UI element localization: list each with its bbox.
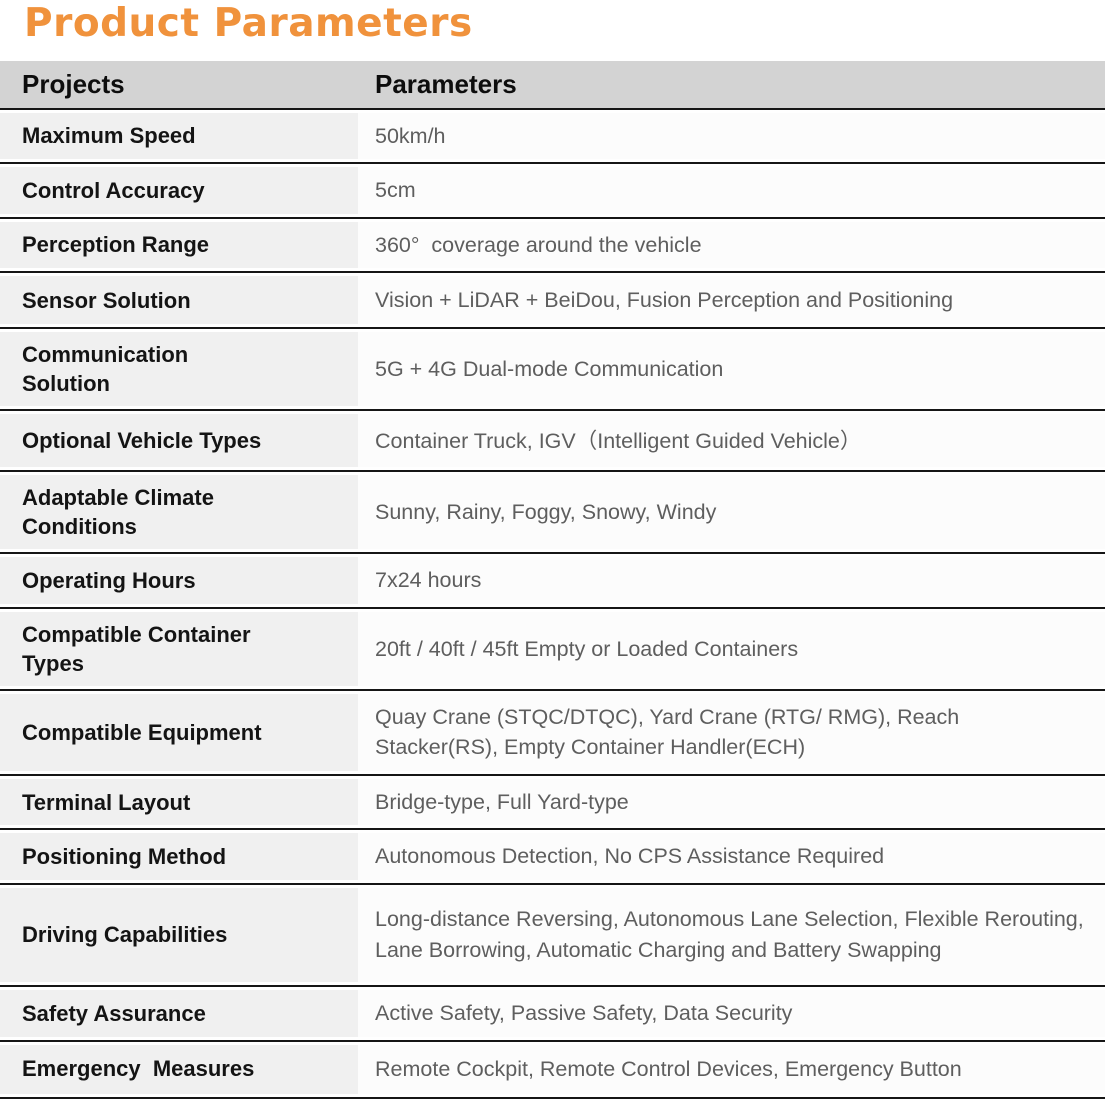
label-cell: Control Accuracy <box>0 167 358 214</box>
value-cell: Long-distance Reversing, Autonomous Lane… <box>358 887 1105 982</box>
value-cell: Autonomous Detection, No CPS Assistance … <box>358 833 1105 880</box>
label-cell: Positioning Method <box>0 833 358 880</box>
row-value: Sunny, Rainy, Foggy, Snowy, Windy <box>375 500 717 525</box>
row-sensor-solution: Sensor Solution Vision + LiDAR + BeiDou,… <box>0 276 1105 330</box>
row-label: Control Accuracy <box>22 177 205 203</box>
page-title: Product Parameters <box>24 1 473 46</box>
row-perception-range: Perception Range 360° coverage around th… <box>0 221 1105 274</box>
table-header-row: Projects Parameters <box>0 60 1105 110</box>
value-cell: Container Truck, IGV（Intelligent Guided … <box>358 414 1105 468</box>
value-cell: 5cm <box>358 167 1105 214</box>
row-label: Compatible Container Types <box>22 621 257 676</box>
row-label: Operating Hours <box>22 568 196 594</box>
row-maximum-speed: Maximum Speed 50km/h <box>0 112 1105 165</box>
row-label: Adaptable Climate Conditions <box>22 485 221 540</box>
row-label: Safety Assurance <box>22 1000 206 1026</box>
label-cell: Communication Solution <box>0 332 358 407</box>
row-label: Compatible Equipment <box>22 719 262 745</box>
row-optional-vehicle-types: Optional Vehicle Types Container Truck, … <box>0 414 1105 473</box>
row-label: Driving Capabilities <box>22 922 228 948</box>
value-cell: 360° coverage around the vehicle <box>358 221 1105 269</box>
value-cell: 50km/h <box>358 112 1105 160</box>
row-compatible-container-types: Compatible Container Types 20ft / 40ft /… <box>0 611 1105 691</box>
row-driving-capabilities: Driving Capabilities Long-distance Rever… <box>0 887 1105 987</box>
label-cell: Operating Hours <box>0 557 358 604</box>
row-positioning-method: Positioning Method Autonomous Detection,… <box>0 833 1105 885</box>
row-label: Emergency Measures <box>22 1056 255 1082</box>
row-value: Long-distance Reversing, Autonomous Lane… <box>375 907 1090 962</box>
value-cell: Sunny, Rainy, Foggy, Snowy, Windy <box>358 475 1105 550</box>
row-terminal-layout: Terminal Layout Bridge-type, Full Yard-t… <box>0 778 1105 831</box>
header-cell-projects: Projects <box>0 60 358 108</box>
value-cell: Bridge-type, Full Yard-type <box>358 778 1105 826</box>
row-value: 5cm <box>375 178 416 203</box>
row-adaptable-climate-conditions: Adaptable Climate Conditions Sunny, Rain… <box>0 475 1105 555</box>
row-value: 7x24 hours <box>375 568 482 593</box>
row-value: Autonomous Detection, No CPS Assistance … <box>375 844 885 869</box>
label-cell: Perception Range <box>0 221 358 269</box>
row-label: Perception Range <box>22 232 210 258</box>
row-label: Terminal Layout <box>22 789 191 815</box>
label-cell: Compatible Equipment <box>0 693 358 771</box>
column-header-parameters: Parameters <box>375 68 517 99</box>
column-header-projects: Projects <box>22 68 125 99</box>
value-cell: Vision + LiDAR + BeiDou, Fusion Percepti… <box>358 276 1105 325</box>
row-safety-assurance: Safety Assurance Active Safety, Passive … <box>0 989 1105 1042</box>
label-cell: Terminal Layout <box>0 778 358 826</box>
label-cell: Maximum Speed <box>0 112 358 160</box>
label-cell: Adaptable Climate Conditions <box>0 475 358 550</box>
row-value: Vision + LiDAR + BeiDou, Fusion Percepti… <box>375 287 954 312</box>
row-value: Quay Crane (STQC/DTQC), Yard Crane (RTG/… <box>375 704 966 760</box>
row-value: 360° coverage around the vehicle <box>375 232 702 257</box>
value-cell: Quay Crane (STQC/DTQC), Yard Crane (RTG/… <box>358 693 1105 771</box>
row-label: Communication Solution <box>22 342 195 397</box>
label-cell: Sensor Solution <box>0 276 358 325</box>
label-cell: Compatible Container Types <box>0 611 358 686</box>
row-value: 5G + 4G Dual-mode Communication <box>375 356 724 381</box>
value-cell: 20ft / 40ft / 45ft Empty or Loaded Conta… <box>358 611 1105 686</box>
product-parameters-table: Projects Parameters Maximum Speed 50km/h… <box>0 60 1105 1099</box>
row-value: Remote Cockpit, Remote Control Devices, … <box>375 1056 962 1081</box>
header-cell-parameters: Parameters <box>358 60 1105 108</box>
value-cell: Active Safety, Passive Safety, Data Secu… <box>358 989 1105 1037</box>
row-compatible-equipment: Compatible Equipment Quay Crane (STQC/DT… <box>0 693 1105 776</box>
label-cell: Safety Assurance <box>0 989 358 1037</box>
row-value: 50km/h <box>375 123 446 148</box>
row-label: Optional Vehicle Types <box>22 428 262 454</box>
value-cell: 5G + 4G Dual-mode Communication <box>358 332 1105 407</box>
row-operating-hours: Operating Hours 7x24 hours <box>0 557 1105 609</box>
label-cell: Optional Vehicle Types <box>0 414 358 468</box>
row-label: Positioning Method <box>22 844 227 870</box>
row-value: Container Truck, IGV（Intelligent Guided … <box>375 428 862 453</box>
row-value: 20ft / 40ft / 45ft Empty or Loaded Conta… <box>375 636 799 661</box>
value-cell: 7x24 hours <box>358 557 1105 604</box>
row-communication-solution: Communication Solution 5G + 4G Dual-mode… <box>0 332 1105 412</box>
label-cell: Driving Capabilities <box>0 887 358 982</box>
value-cell: Remote Cockpit, Remote Control Devices, … <box>358 1044 1105 1094</box>
row-value: Bridge-type, Full Yard-type <box>375 789 629 814</box>
row-emergency-measures: Emergency Measures Remote Cockpit, Remot… <box>0 1044 1105 1099</box>
label-cell: Emergency Measures <box>0 1044 358 1094</box>
row-value: Active Safety, Passive Safety, Data Secu… <box>375 1000 793 1025</box>
row-control-accuracy: Control Accuracy 5cm <box>0 167 1105 219</box>
row-label: Sensor Solution <box>22 287 191 313</box>
row-label: Maximum Speed <box>22 123 196 149</box>
